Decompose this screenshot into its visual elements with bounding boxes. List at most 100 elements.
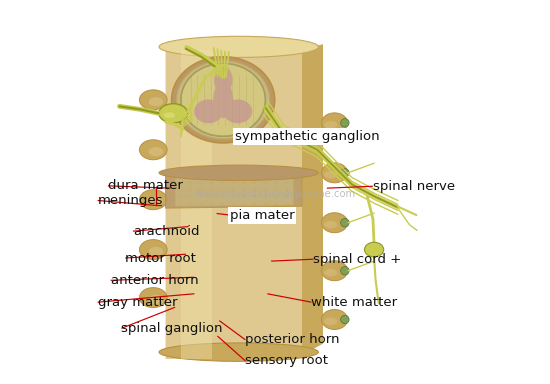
Text: www.visualdictionaryonline.com: www.visualdictionaryonline.com	[195, 189, 355, 199]
Text: spinal nerve: spinal nerve	[373, 180, 455, 193]
Ellipse shape	[231, 182, 234, 184]
Ellipse shape	[231, 195, 234, 197]
Ellipse shape	[178, 182, 180, 184]
Ellipse shape	[140, 288, 167, 308]
Ellipse shape	[324, 121, 337, 129]
Ellipse shape	[253, 189, 256, 191]
Ellipse shape	[340, 119, 349, 127]
Ellipse shape	[159, 104, 188, 123]
Ellipse shape	[221, 189, 223, 191]
Text: gray matter: gray matter	[97, 296, 177, 309]
Ellipse shape	[178, 203, 180, 205]
Text: pia mater: pia mater	[230, 209, 294, 222]
Ellipse shape	[159, 36, 318, 58]
Ellipse shape	[210, 195, 213, 197]
Ellipse shape	[253, 203, 256, 205]
Ellipse shape	[194, 99, 223, 123]
Ellipse shape	[321, 310, 348, 329]
Ellipse shape	[140, 190, 167, 210]
Ellipse shape	[181, 63, 266, 136]
Ellipse shape	[263, 189, 267, 191]
Ellipse shape	[210, 203, 213, 205]
Ellipse shape	[172, 57, 274, 143]
Ellipse shape	[178, 189, 180, 191]
Ellipse shape	[148, 295, 163, 304]
Ellipse shape	[242, 189, 245, 191]
Ellipse shape	[148, 197, 163, 206]
Text: dura mater: dura mater	[108, 179, 183, 192]
Ellipse shape	[223, 99, 252, 123]
Polygon shape	[166, 141, 169, 158]
Text: white matter: white matter	[311, 296, 398, 309]
Ellipse shape	[324, 221, 337, 228]
Ellipse shape	[188, 182, 191, 184]
Ellipse shape	[321, 261, 348, 281]
Ellipse shape	[340, 266, 349, 275]
Ellipse shape	[285, 195, 288, 197]
Ellipse shape	[242, 195, 245, 197]
Ellipse shape	[177, 61, 270, 139]
Ellipse shape	[321, 163, 348, 183]
Ellipse shape	[148, 247, 163, 256]
Ellipse shape	[221, 203, 223, 205]
Ellipse shape	[159, 165, 318, 180]
Ellipse shape	[188, 189, 191, 191]
Text: arachnoid: arachnoid	[133, 225, 200, 238]
Ellipse shape	[274, 189, 277, 191]
Ellipse shape	[210, 189, 213, 191]
Ellipse shape	[231, 189, 234, 191]
Ellipse shape	[253, 195, 256, 197]
Ellipse shape	[213, 82, 233, 118]
Ellipse shape	[285, 182, 288, 184]
Polygon shape	[302, 215, 323, 230]
Text: posterior horn: posterior horn	[245, 333, 340, 346]
Text: sensory root: sensory root	[245, 354, 328, 367]
Ellipse shape	[321, 113, 348, 133]
Ellipse shape	[188, 195, 191, 197]
Ellipse shape	[263, 195, 267, 197]
Ellipse shape	[324, 318, 337, 325]
Ellipse shape	[148, 147, 163, 156]
Ellipse shape	[221, 182, 223, 184]
Polygon shape	[166, 50, 302, 359]
Ellipse shape	[199, 203, 202, 205]
Polygon shape	[166, 289, 169, 306]
Ellipse shape	[274, 182, 277, 184]
Text: anterior horn: anterior horn	[111, 274, 198, 287]
Ellipse shape	[159, 343, 318, 361]
Ellipse shape	[210, 182, 213, 184]
Polygon shape	[302, 312, 323, 327]
Polygon shape	[302, 115, 323, 131]
Ellipse shape	[221, 195, 223, 197]
Ellipse shape	[214, 66, 233, 94]
Ellipse shape	[199, 189, 202, 191]
Ellipse shape	[140, 240, 167, 260]
Polygon shape	[302, 165, 323, 180]
Polygon shape	[181, 50, 212, 359]
Ellipse shape	[340, 218, 349, 227]
Ellipse shape	[324, 269, 337, 276]
Polygon shape	[302, 263, 323, 278]
Ellipse shape	[242, 203, 245, 205]
Ellipse shape	[231, 203, 234, 205]
Ellipse shape	[199, 195, 202, 197]
Ellipse shape	[140, 90, 167, 110]
Text: spinal ganglion: spinal ganglion	[122, 322, 223, 335]
Ellipse shape	[324, 171, 337, 179]
Ellipse shape	[340, 315, 349, 324]
Ellipse shape	[263, 182, 267, 184]
Ellipse shape	[285, 189, 288, 191]
Polygon shape	[302, 44, 323, 355]
Ellipse shape	[148, 97, 163, 106]
Ellipse shape	[242, 182, 245, 184]
Ellipse shape	[321, 213, 348, 233]
Polygon shape	[175, 177, 294, 206]
Text: spinal cord +: spinal cord +	[314, 253, 402, 266]
Text: motor root: motor root	[125, 252, 196, 265]
Ellipse shape	[365, 242, 384, 257]
Polygon shape	[166, 191, 169, 208]
Ellipse shape	[274, 203, 277, 205]
Ellipse shape	[188, 203, 191, 205]
Ellipse shape	[164, 113, 175, 118]
Polygon shape	[166, 175, 302, 208]
